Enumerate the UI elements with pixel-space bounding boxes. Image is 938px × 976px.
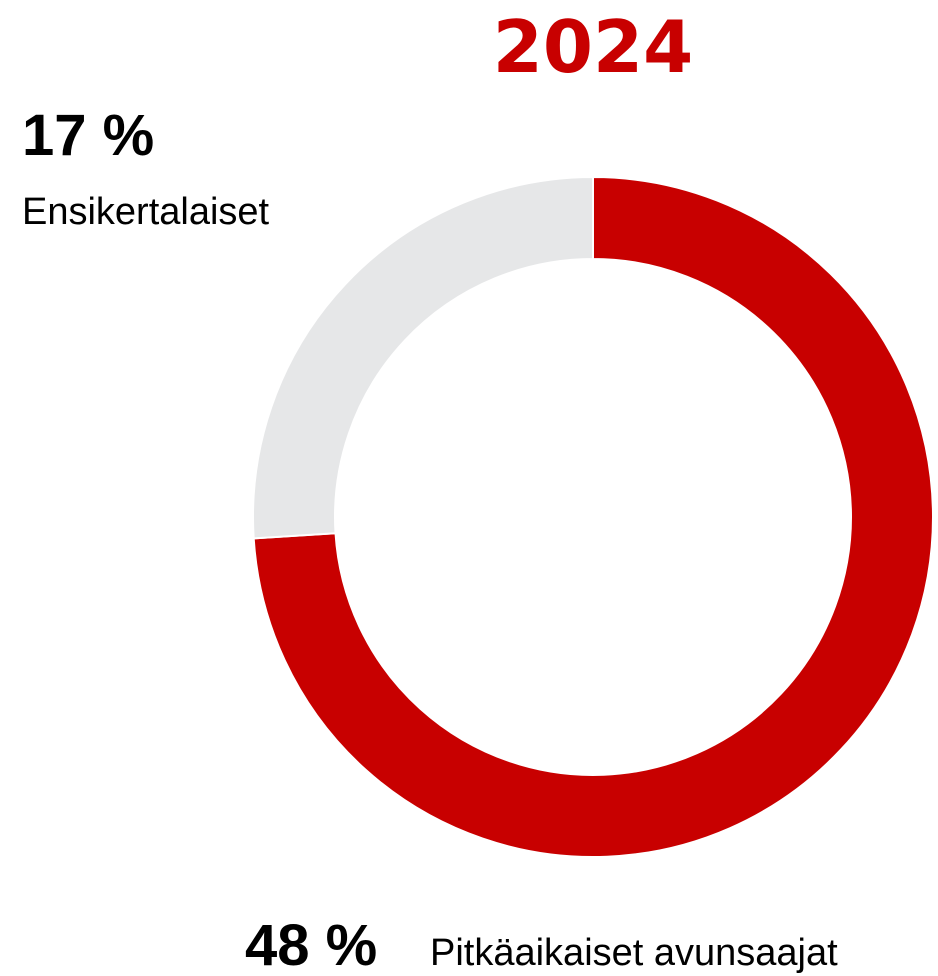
annotation-value: 17 % (22, 103, 154, 168)
chart-title: 2024 (493, 5, 693, 89)
annotation-text: Ensikertalaiset (22, 191, 270, 233)
donut-slice (252, 175, 594, 540)
annotation-text: Pitkäaikaiset avunsaajat (430, 932, 838, 974)
annotation-value: 48 % (245, 913, 377, 976)
donut-slice (252, 175, 934, 858)
